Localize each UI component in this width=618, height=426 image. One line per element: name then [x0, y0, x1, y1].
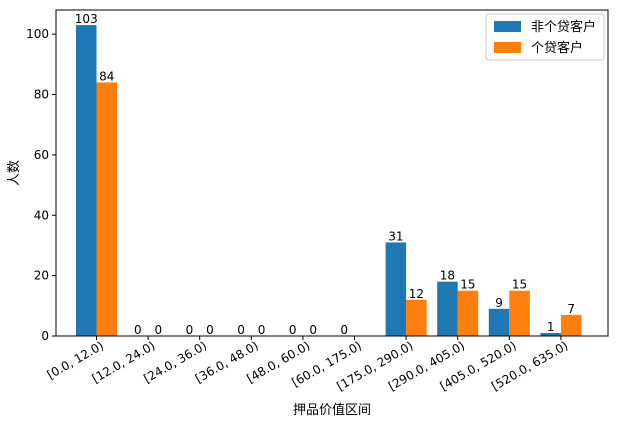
data-label-series-1-8: 15 — [512, 278, 527, 292]
bar-series-1-0 — [96, 82, 117, 336]
y-axis-title: 人数 — [7, 160, 22, 186]
y-tick-label-2: 40 — [34, 208, 49, 222]
bar-series-0-6 — [385, 242, 407, 336]
data-label-series-0-2: 0 — [186, 323, 194, 337]
data-label-series-1-1: 0 — [155, 323, 163, 337]
legend-swatch-personal-loan — [494, 42, 521, 53]
legend-label-personal-loan: 个贷客户 — [531, 40, 583, 56]
data-label-series-0-3: 0 — [237, 323, 245, 337]
x-axis-title: 押品价值区间 — [293, 402, 371, 418]
data-label-series-1-0: 84 — [99, 69, 114, 83]
bar-series-0-9 — [540, 332, 561, 336]
data-label-series-1-7: 15 — [460, 278, 475, 292]
bar-series-0-7 — [437, 281, 458, 336]
bar-series-1-9 — [560, 314, 582, 336]
y-axis: 0 20 40 60 80 100 — [26, 27, 56, 343]
y-tick-label-0: 0 — [41, 329, 49, 343]
data-label-series-1-6: 12 — [409, 287, 424, 301]
y-tick-label-1: 20 — [34, 269, 49, 283]
bar-series-0-8 — [488, 308, 510, 336]
y-tick-label-3: 60 — [34, 148, 49, 162]
data-label-series-0-0: 103 — [75, 12, 98, 26]
data-label-series-0-1: 0 — [134, 323, 142, 337]
data-label-series-1-9: 7 — [567, 302, 575, 316]
data-label-series-0-7: 18 — [440, 269, 455, 283]
legend-swatch-non-personal-loan — [494, 21, 521, 32]
bars-layer — [76, 25, 582, 337]
bar-series-1-8 — [509, 290, 530, 336]
x-axis: [0.0, 12.0)[12.0, 24.0)[24.0, 36.0)[36.0… — [45, 336, 570, 393]
data-label-series-0-4: 0 — [289, 323, 297, 337]
data-label-series-0-5: 0 — [340, 323, 348, 337]
y-tick-label-5: 100 — [26, 27, 49, 41]
data-label-series-1-2: 0 — [206, 323, 214, 337]
data-label-series-1-4: 0 — [309, 323, 317, 337]
bar-series-1-6 — [406, 299, 427, 336]
plot-frame — [55, 9, 609, 337]
data-label-series-0-8: 9 — [495, 296, 503, 310]
data-label-series-1-3: 0 — [258, 323, 266, 337]
bar-series-0-0 — [76, 25, 97, 337]
y-tick-label-4: 80 — [34, 88, 49, 102]
legend-label-non-personal-loan: 非个贷客户 — [531, 19, 596, 35]
bar-series-1-7 — [457, 290, 479, 336]
data-label-series-0-6: 31 — [388, 229, 403, 243]
legend: 非个贷客户 个贷客户 — [485, 13, 605, 61]
data-label-series-0-9: 1 — [547, 320, 555, 334]
